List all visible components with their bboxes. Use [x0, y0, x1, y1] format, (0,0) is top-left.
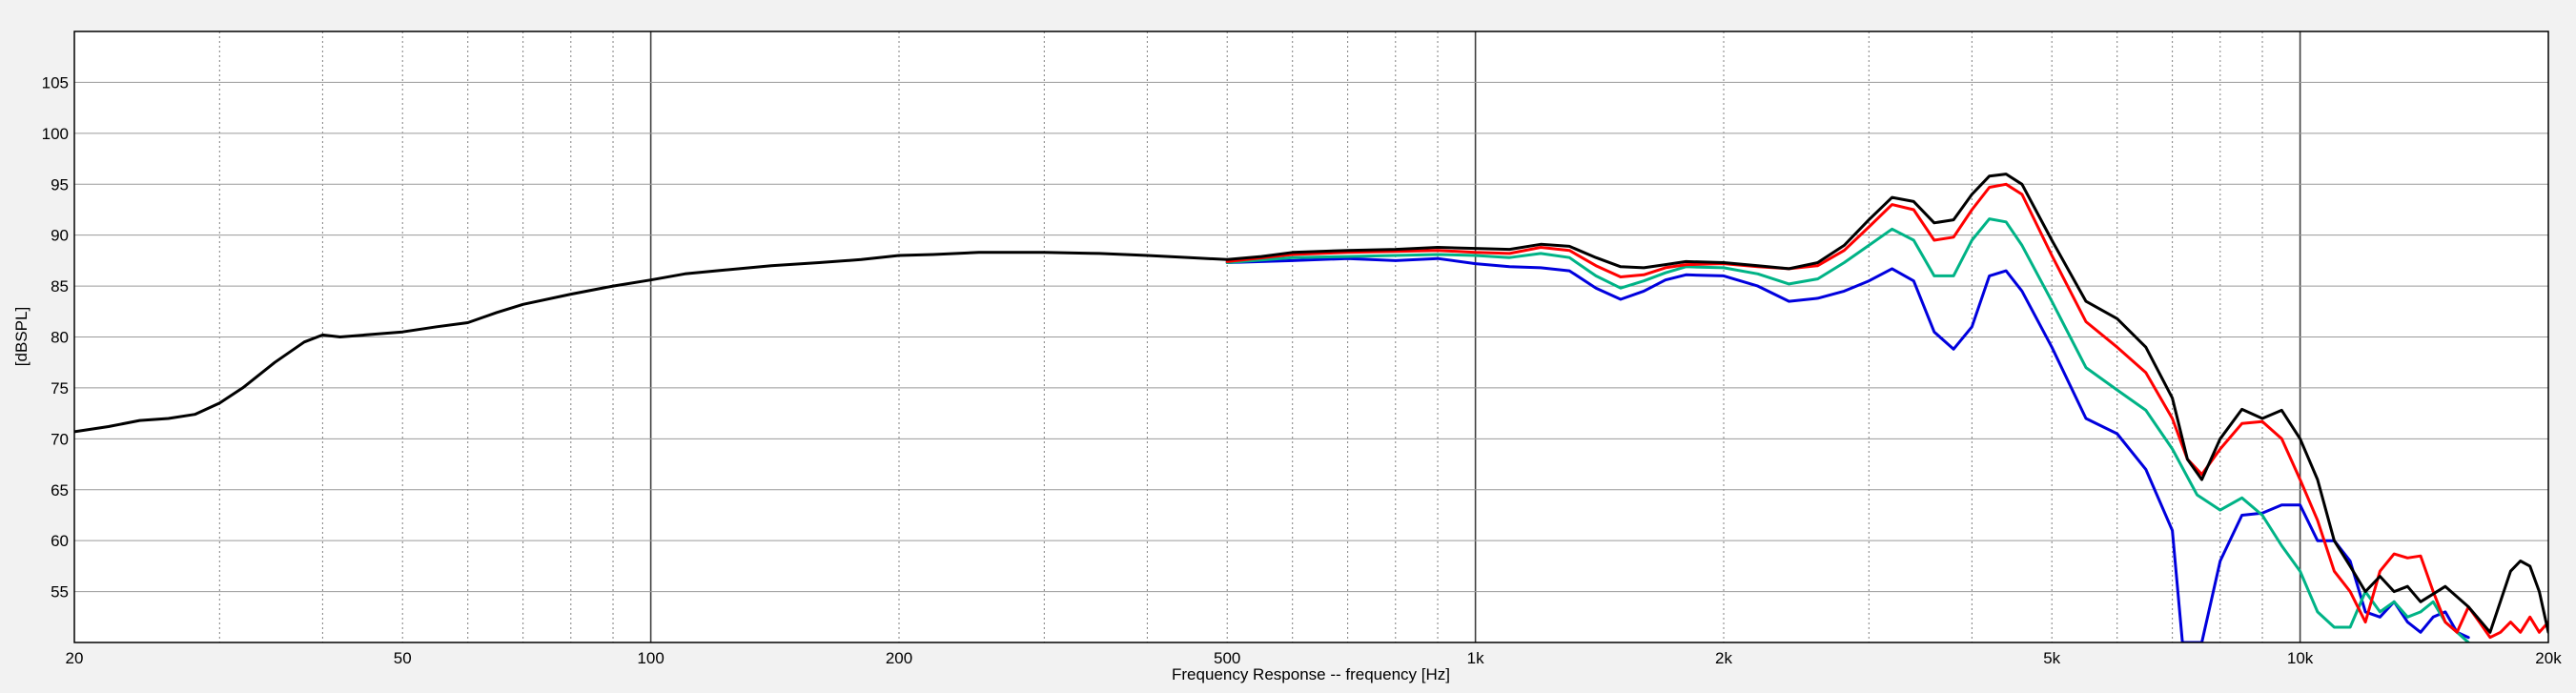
x-tick-label: 100	[637, 649, 664, 667]
x-tick-label: 200	[886, 649, 912, 667]
x-axis-label: Frequency Response -- frequency [Hz]	[1172, 665, 1450, 683]
x-tick-label: 20	[66, 649, 84, 667]
series-line	[1225, 217, 2470, 642]
y-axis-label: [dBSPL]	[12, 307, 31, 366]
y-tick-label: 100	[42, 125, 69, 143]
y-tick-labels: 55 60 65 70 75 80 85 90 95 100 105	[42, 73, 69, 601]
x-tick-label: 1k	[1467, 649, 1484, 667]
y-tick-label: 80	[51, 329, 69, 347]
x-tick-label: 5k	[2043, 649, 2060, 667]
y-tick-label: 85	[51, 277, 69, 296]
grid-lines	[74, 31, 2548, 642]
series-line	[1225, 256, 2470, 642]
series-group	[74, 173, 2548, 642]
x-tick-label: 20k	[2535, 649, 2562, 667]
x-tick-label: 500	[1214, 649, 1240, 667]
plot-border	[73, 31, 2549, 643]
x-tick-label: 10k	[2287, 649, 2314, 667]
y-tick-label: 60	[51, 532, 69, 550]
y-tick-label: 90	[51, 227, 69, 245]
y-tick-label: 70	[51, 430, 69, 448]
series-line	[74, 173, 2548, 634]
y-tick-label: 75	[51, 379, 69, 397]
y-tick-label: 65	[51, 481, 69, 499]
x-tick-labels: 20 50 100 200 500 1k 2k 5k 10k 20k	[66, 649, 2563, 667]
y-tick-label: 95	[51, 175, 69, 194]
x-tick-label: 2k	[1715, 649, 1732, 667]
y-tick-label: 55	[51, 583, 69, 601]
series-line	[1225, 182, 2548, 640]
y-tick-label: 105	[42, 73, 69, 92]
x-tick-label: 50	[394, 649, 412, 667]
plot-area	[74, 173, 2548, 642]
